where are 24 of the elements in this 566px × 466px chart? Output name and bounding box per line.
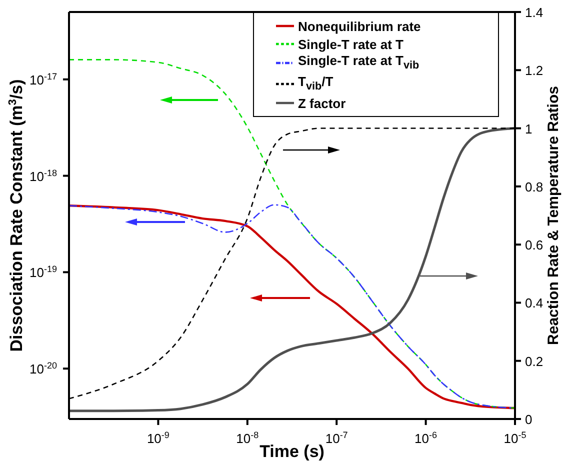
y2-tick-label: 0.6	[525, 238, 544, 253]
legend-label: T$_{vib}$/T	[298, 74, 334, 94]
y2-tick-label: 0.4	[525, 296, 544, 311]
y-tick-label: 10$^{-20}$	[30, 360, 57, 377]
x-tick-label: 10$^{-7}$	[325, 430, 348, 446]
x-tick-label: 10$^{-8}$	[236, 430, 259, 446]
y-tick-label: 10$^{-19}$	[30, 264, 57, 280]
y2-tick-label: 0.2	[525, 354, 544, 369]
legend-label: Nonequilibrium rate	[298, 18, 422, 34]
x-tick-label: 10$^{-9}$	[146, 430, 170, 446]
legend-label: Z factor	[298, 96, 347, 111]
y2-tick-label: 0	[525, 412, 532, 427]
y2-tick-label: 1.4	[525, 5, 544, 20]
x-tick-label: 10$^{-5}$	[504, 430, 526, 446]
y2-tick-label: 1.2	[525, 63, 544, 78]
y-tick-label: 10$^{-17}$	[30, 71, 57, 88]
legend-label: Single-T rate at T$_{vib}$	[298, 53, 420, 74]
legend-label: Single-T rate at T	[298, 36, 404, 52]
y-tick-label: 10$^{-18}$	[30, 168, 57, 184]
x-tick-label: 10$^{-6}$	[414, 430, 438, 446]
x-axis-title: Time (s)	[260, 442, 324, 461]
y2-tick-label: 1	[525, 121, 532, 136]
y2-axis-title: Reaction Rate & Temperature Ratios	[545, 86, 562, 345]
y2-tick-label: 0.8	[525, 179, 544, 194]
